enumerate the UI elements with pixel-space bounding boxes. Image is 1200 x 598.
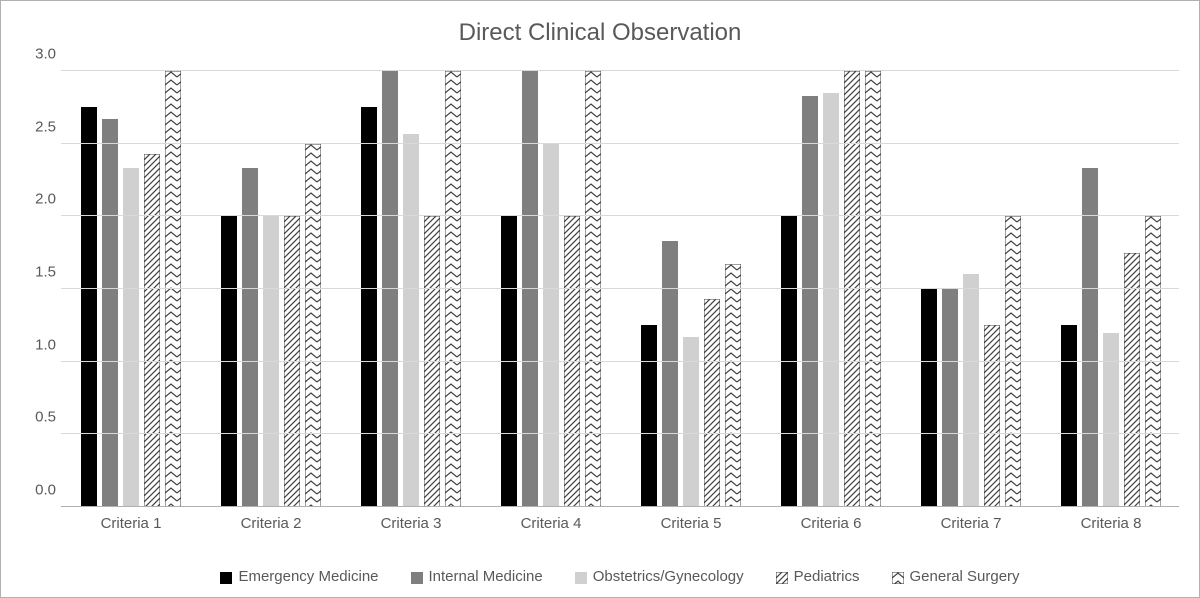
x-tick-label: Criteria 6 (761, 507, 901, 532)
bar (522, 71, 538, 507)
legend-label: Obstetrics/Gynecology (593, 568, 744, 585)
category-group: Criteria 3 (341, 71, 481, 507)
bar (221, 216, 237, 507)
bar (942, 289, 958, 507)
bar (1145, 216, 1161, 507)
legend-swatch (411, 571, 423, 583)
bar (823, 93, 839, 507)
bar (144, 154, 160, 507)
grid-line (61, 70, 1179, 71)
bar (564, 216, 580, 507)
bar (641, 325, 657, 507)
legend-swatch (220, 571, 232, 583)
y-tick-label: 0.0 (21, 482, 56, 499)
y-tick-label: 0.5 (21, 409, 56, 426)
bar (704, 299, 720, 507)
bar (984, 325, 1000, 507)
legend-label: General Surgery (910, 568, 1020, 585)
bar (242, 168, 258, 507)
x-tick-label: Criteria 8 (1041, 507, 1181, 532)
bar (1005, 216, 1021, 507)
bar (921, 289, 937, 507)
legend-item: Obstetrics/Gynecology (575, 568, 744, 585)
x-axis-line (61, 506, 1179, 507)
grid-line (61, 361, 1179, 362)
legend-swatch (575, 571, 587, 583)
bar (165, 71, 181, 507)
chart-title: Direct Clinical Observation (1, 1, 1199, 47)
legend-item: General Surgery (892, 568, 1020, 585)
bar (725, 264, 741, 507)
bar (1061, 325, 1077, 507)
bar (102, 119, 118, 507)
bar (263, 216, 279, 507)
legend-item: Internal Medicine (411, 568, 543, 585)
bar (81, 107, 97, 507)
grid-line (61, 288, 1179, 289)
bar (424, 216, 440, 507)
bar (403, 134, 419, 508)
bar (1082, 168, 1098, 507)
bar (501, 216, 517, 507)
chart-container: Direct Clinical Observation Criteria 1Cr… (0, 0, 1200, 598)
legend-label: Pediatrics (794, 568, 860, 585)
x-tick-label: Criteria 2 (201, 507, 341, 532)
x-tick-label: Criteria 7 (901, 507, 1041, 532)
category-group: Criteria 7 (901, 71, 1041, 507)
bar (963, 274, 979, 507)
legend: Emergency Medicine Internal Medicine Obste… (61, 568, 1179, 585)
bar (844, 71, 860, 507)
category-group: Criteria 6 (761, 71, 901, 507)
bar (1124, 253, 1140, 507)
x-tick-label: Criteria 5 (621, 507, 761, 532)
bar (284, 216, 300, 507)
category-group: Criteria 2 (201, 71, 341, 507)
bar (1103, 333, 1119, 507)
bar (361, 107, 377, 507)
bar (662, 241, 678, 507)
bar (382, 71, 398, 507)
y-tick-label: 3.0 (21, 46, 56, 63)
bar (865, 71, 881, 507)
bars-layer: Criteria 1Criteria 2Criteria 3Criteria 4… (61, 71, 1179, 507)
y-tick-label: 1.5 (21, 264, 56, 281)
legend-swatch (892, 571, 904, 583)
bar (305, 144, 321, 507)
legend-label: Internal Medicine (429, 568, 543, 585)
bar (123, 168, 139, 507)
category-group: Criteria 8 (1041, 71, 1181, 507)
bar (585, 71, 601, 507)
y-tick-label: 2.5 (21, 118, 56, 135)
category-group: Criteria 5 (621, 71, 761, 507)
grid-line (61, 433, 1179, 434)
y-tick-label: 1.0 (21, 336, 56, 353)
bar (543, 144, 559, 507)
bar (781, 216, 797, 507)
bar (683, 337, 699, 507)
x-tick-label: Criteria 1 (61, 507, 201, 532)
legend-item: Pediatrics (776, 568, 860, 585)
plot-area: Criteria 1Criteria 2Criteria 3Criteria 4… (61, 71, 1179, 507)
grid-line (61, 215, 1179, 216)
legend-item: Emergency Medicine (220, 568, 378, 585)
x-tick-label: Criteria 4 (481, 507, 621, 532)
category-group: Criteria 1 (61, 71, 201, 507)
bar (802, 96, 818, 507)
legend-label: Emergency Medicine (238, 568, 378, 585)
bar (445, 71, 461, 507)
category-group: Criteria 4 (481, 71, 621, 507)
legend-swatch (776, 571, 788, 583)
y-tick-label: 2.0 (21, 191, 56, 208)
grid-line (61, 143, 1179, 144)
x-tick-label: Criteria 3 (341, 507, 481, 532)
